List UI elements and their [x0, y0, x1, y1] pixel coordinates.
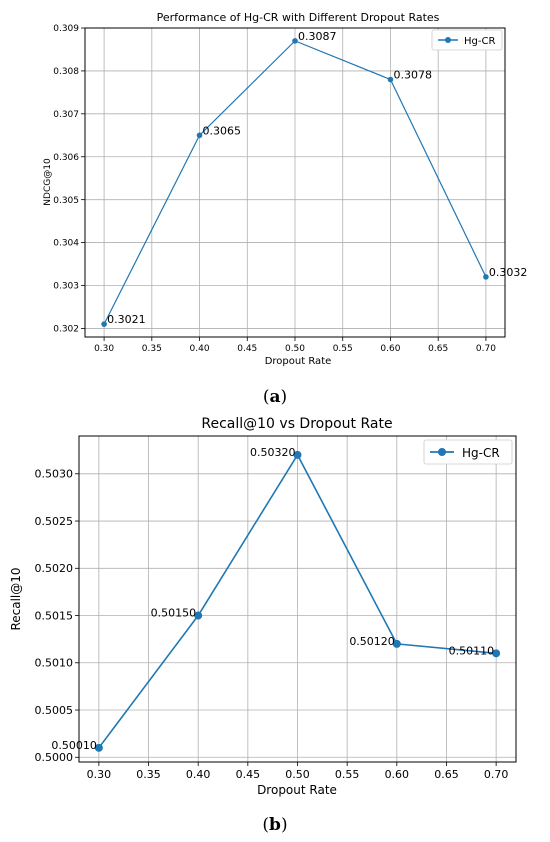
y-tick-label: 0.305	[53, 196, 79, 206]
data-label: 0.50320	[250, 446, 296, 459]
x-tick-label: 0.70	[476, 344, 496, 354]
recall-chart: Recall@10 vs Dropout Rate 0.500100.50150…	[9, 416, 517, 835]
y-tick-label: 0.5000	[35, 751, 74, 764]
chart-title: Recall@10 vs Dropout Rate	[201, 416, 392, 432]
y-tick-label: 0.5030	[35, 468, 74, 481]
x-tick-label: 0.65	[434, 768, 459, 781]
x-tick-label: 0.45	[236, 768, 261, 781]
grid	[79, 436, 516, 762]
data-label: 0.50120	[349, 635, 395, 648]
grid	[85, 27, 505, 337]
legend-label: Hg-CR	[462, 446, 500, 460]
y-tick-label: 0.306	[53, 153, 79, 163]
data-label: 0.3032	[489, 266, 527, 279]
x-tick-label: 0.30	[87, 768, 112, 781]
y-axis-label: Recall@10	[9, 567, 23, 630]
data-label: 0.3078	[393, 69, 432, 82]
x-tick-label: 0.60	[385, 768, 410, 781]
legend-marker	[445, 37, 451, 43]
tick-labels: 0.30 0.35 0.40 0.45 0.50 0.55 0.60 0.65 0.70 0.50…	[35, 468, 509, 781]
y-tick-label: 0.307	[53, 110, 79, 120]
legend-label: Hg-CR	[464, 36, 495, 47]
data-point	[196, 132, 203, 139]
y-tick-label: 0.5005	[35, 704, 74, 717]
series-hg-cr	[101, 38, 489, 327]
data-label: 0.50150	[151, 607, 197, 620]
y-tick-label: 0.5025	[35, 515, 74, 528]
legend: Hg-CR	[431, 29, 503, 51]
data-point	[387, 76, 394, 83]
x-tick-label: 0.40	[190, 344, 210, 354]
y-tick-label: 0.5015	[35, 609, 74, 622]
legend-marker	[438, 448, 446, 456]
data-point	[101, 321, 107, 327]
data-point	[492, 649, 501, 658]
x-tick-label: 0.55	[335, 768, 360, 781]
x-tick-label: 0.50	[285, 768, 310, 781]
data-point	[293, 450, 302, 459]
data-labels: 0.50010 0.50150 0.50320 0.50120 0.50110	[51, 446, 494, 752]
data-labels: 0.3021 0.3065 0.3087 0.3078 0.3032	[107, 30, 527, 326]
legend-box	[431, 29, 503, 51]
series-hg-cr	[94, 450, 501, 752]
x-tick-label: 0.40	[186, 768, 211, 781]
x-tick-label: 0.55	[333, 344, 353, 354]
data-label: 0.50010	[51, 739, 97, 752]
x-tick-label: 0.45	[237, 344, 257, 354]
ticks	[75, 473, 497, 766]
y-tick-label: 0.308	[53, 67, 79, 77]
y-tick-label: 0.309	[53, 24, 79, 34]
data-label: 0.3065	[203, 124, 242, 137]
legend-box	[423, 439, 513, 465]
data-point	[194, 611, 203, 620]
y-tick-label: 0.5020	[35, 562, 74, 575]
ticks	[81, 27, 487, 341]
chart-title: Performance of Hg-CR with Different Drop…	[157, 11, 440, 24]
data-point	[483, 274, 489, 280]
x-tick-label: 0.65	[428, 344, 448, 354]
caption: (a)	[263, 387, 287, 407]
x-axis-label: Dropout Rate	[265, 356, 332, 367]
data-label: 0.3087	[298, 30, 337, 43]
caption: (b)	[262, 815, 287, 835]
y-tick-label: 0.304	[53, 239, 79, 249]
x-tick-label: 0.30	[94, 344, 114, 354]
tick-labels: 0.30 0.35 0.40 0.45 0.50 0.55 0.60 0.65 0.70 0.30…	[53, 24, 496, 354]
y-tick-label: 0.303	[53, 282, 79, 292]
x-tick-label: 0.70	[484, 768, 509, 781]
data-label: 0.50110	[449, 644, 495, 657]
y-tick-label: 0.302	[53, 325, 79, 335]
data-point	[392, 639, 401, 648]
data-point	[292, 38, 298, 44]
legend: Hg-CR	[423, 439, 513, 465]
x-tick-label: 0.60	[380, 344, 400, 354]
data-point	[94, 743, 103, 752]
x-axis-label: Dropout Rate	[257, 783, 337, 797]
data-label: 0.3021	[107, 313, 146, 326]
x-tick-label: 0.50	[285, 344, 305, 354]
y-axis-label: NDCG@10	[43, 158, 53, 206]
x-tick-label: 0.35	[136, 768, 161, 781]
x-tick-label: 0.35	[142, 344, 162, 354]
y-tick-label: 0.5010	[35, 657, 74, 670]
